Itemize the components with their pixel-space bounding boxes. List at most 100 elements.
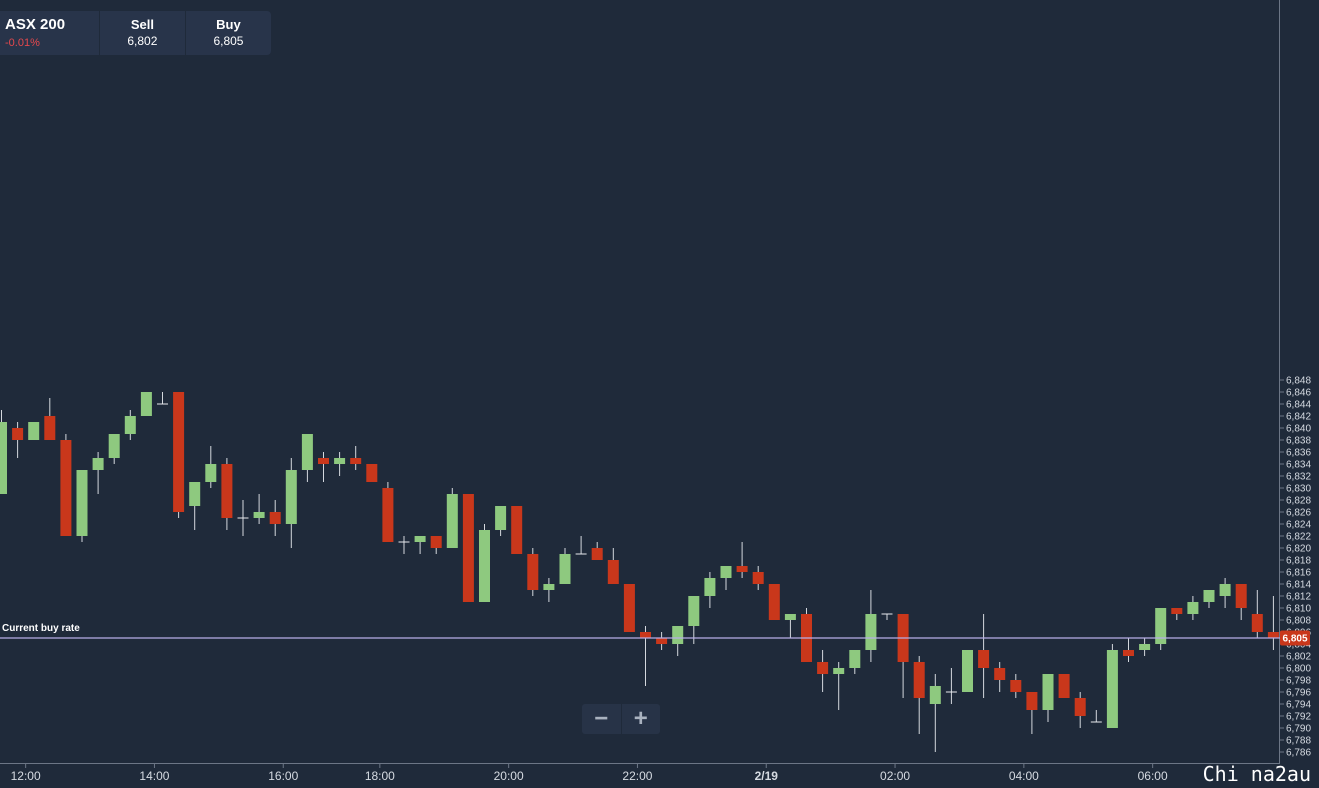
- candle-body: [108, 434, 120, 458]
- candle-body: [688, 596, 700, 626]
- candle-body: [704, 578, 716, 596]
- y-tick-label: 6,826: [1286, 508, 1311, 519]
- zoom-out-button[interactable]: −: [582, 704, 621, 734]
- candle: [414, 536, 426, 554]
- candle: [704, 572, 716, 608]
- candle: [543, 578, 555, 602]
- y-tick-label: 6,796: [1286, 688, 1311, 699]
- candle: [656, 632, 668, 650]
- candle: [640, 626, 651, 686]
- candle: [881, 613, 893, 620]
- candle-body: [60, 440, 72, 536]
- candle: [495, 506, 507, 536]
- candle-body: [479, 530, 490, 602]
- candle: [1155, 608, 1167, 650]
- candle-body: [269, 512, 281, 524]
- candle-body: [720, 566, 732, 578]
- candle: [221, 458, 233, 530]
- candle-body: [414, 536, 426, 542]
- candle-body: [124, 416, 136, 434]
- candle: [978, 614, 990, 698]
- candle-body: [318, 458, 329, 464]
- candle: [366, 464, 378, 482]
- candle-body: [752, 572, 764, 584]
- candle: [92, 452, 104, 494]
- candle-body: [140, 392, 152, 416]
- candle: [511, 506, 523, 554]
- candle-body: [1139, 644, 1151, 650]
- current-buy-rate-label: Current buy rate: [2, 623, 80, 634]
- candle-body: [978, 650, 990, 668]
- candle: [44, 398, 56, 440]
- y-tick-label: 6,842: [1286, 412, 1311, 423]
- instrument-info[interactable]: ASX 200 -0.01%: [0, 11, 100, 55]
- candle-body: [334, 458, 346, 464]
- candle: [1171, 608, 1183, 620]
- candle: [157, 392, 168, 405]
- candle-body: [945, 691, 957, 693]
- candle: [285, 458, 297, 548]
- candle: [1235, 584, 1247, 620]
- candle-body: [1123, 650, 1134, 656]
- y-tick-label: 6,840: [1286, 424, 1311, 435]
- candle-body: [366, 464, 378, 482]
- y-tick-label: 6,792: [1286, 712, 1311, 723]
- candle-body: [962, 650, 973, 692]
- candle: [897, 614, 909, 698]
- candle: [1090, 710, 1102, 723]
- candle-body: [881, 613, 893, 615]
- y-tick-label: 6,830: [1286, 484, 1311, 495]
- candle-body: [189, 482, 201, 506]
- candle-body: [1042, 674, 1054, 710]
- candle: [479, 524, 490, 602]
- candle-body: [640, 632, 651, 638]
- zoom-in-button[interactable]: +: [620, 704, 661, 734]
- candle: [801, 608, 812, 662]
- y-tick-label: 6,846: [1286, 388, 1311, 399]
- candle: [591, 542, 603, 560]
- candle: [1074, 692, 1086, 728]
- buy-button[interactable]: Buy 6,805: [186, 11, 271, 55]
- candle: [269, 500, 281, 536]
- candle-body: [736, 566, 748, 572]
- candle: [60, 434, 72, 536]
- buy-label: Buy: [216, 17, 241, 32]
- y-axis-ticks: 6,7866,7886,7906,7926,7946,7966,7986,800…: [1279, 376, 1311, 759]
- y-tick-label: 6,812: [1286, 592, 1311, 603]
- candle: [929, 674, 941, 752]
- current-buy-rate-tag: [1280, 630, 1310, 646]
- candle: [124, 410, 136, 440]
- candle-body: [462, 494, 474, 602]
- candle: [720, 566, 732, 590]
- y-tick-label: 6,798: [1286, 676, 1311, 687]
- candle: [318, 452, 329, 482]
- candle: [334, 452, 346, 476]
- y-tick-label: 6,790: [1286, 724, 1311, 735]
- candle: [350, 446, 362, 470]
- y-tick-label: 6,820: [1286, 544, 1311, 555]
- candle-body: [575, 553, 587, 555]
- candle-body: [1267, 632, 1279, 638]
- candle-body: [1074, 698, 1086, 716]
- candle-body: [285, 470, 297, 524]
- y-tick-label: 6,800: [1286, 664, 1311, 675]
- x-tick-label: 02:00: [880, 769, 910, 783]
- candle-body: [591, 548, 603, 560]
- x-tick-label: 14:00: [139, 769, 169, 783]
- candle: [784, 614, 796, 638]
- candle-body: [446, 494, 458, 548]
- candle-body: [1155, 608, 1167, 644]
- candle-body: [44, 416, 56, 440]
- current-buy-rate-value: 6,805: [1282, 634, 1307, 645]
- candle-body: [527, 554, 539, 590]
- candle: [945, 668, 957, 704]
- candle-body: [76, 470, 88, 536]
- candle: [108, 434, 120, 464]
- y-tick-label: 6,794: [1286, 700, 1311, 711]
- sell-button[interactable]: Sell 6,802: [100, 11, 186, 55]
- candle-body: [994, 668, 1006, 680]
- candle: [398, 536, 410, 554]
- candle-body: [607, 560, 619, 584]
- candle: [1203, 590, 1215, 608]
- candle: [0, 410, 7, 494]
